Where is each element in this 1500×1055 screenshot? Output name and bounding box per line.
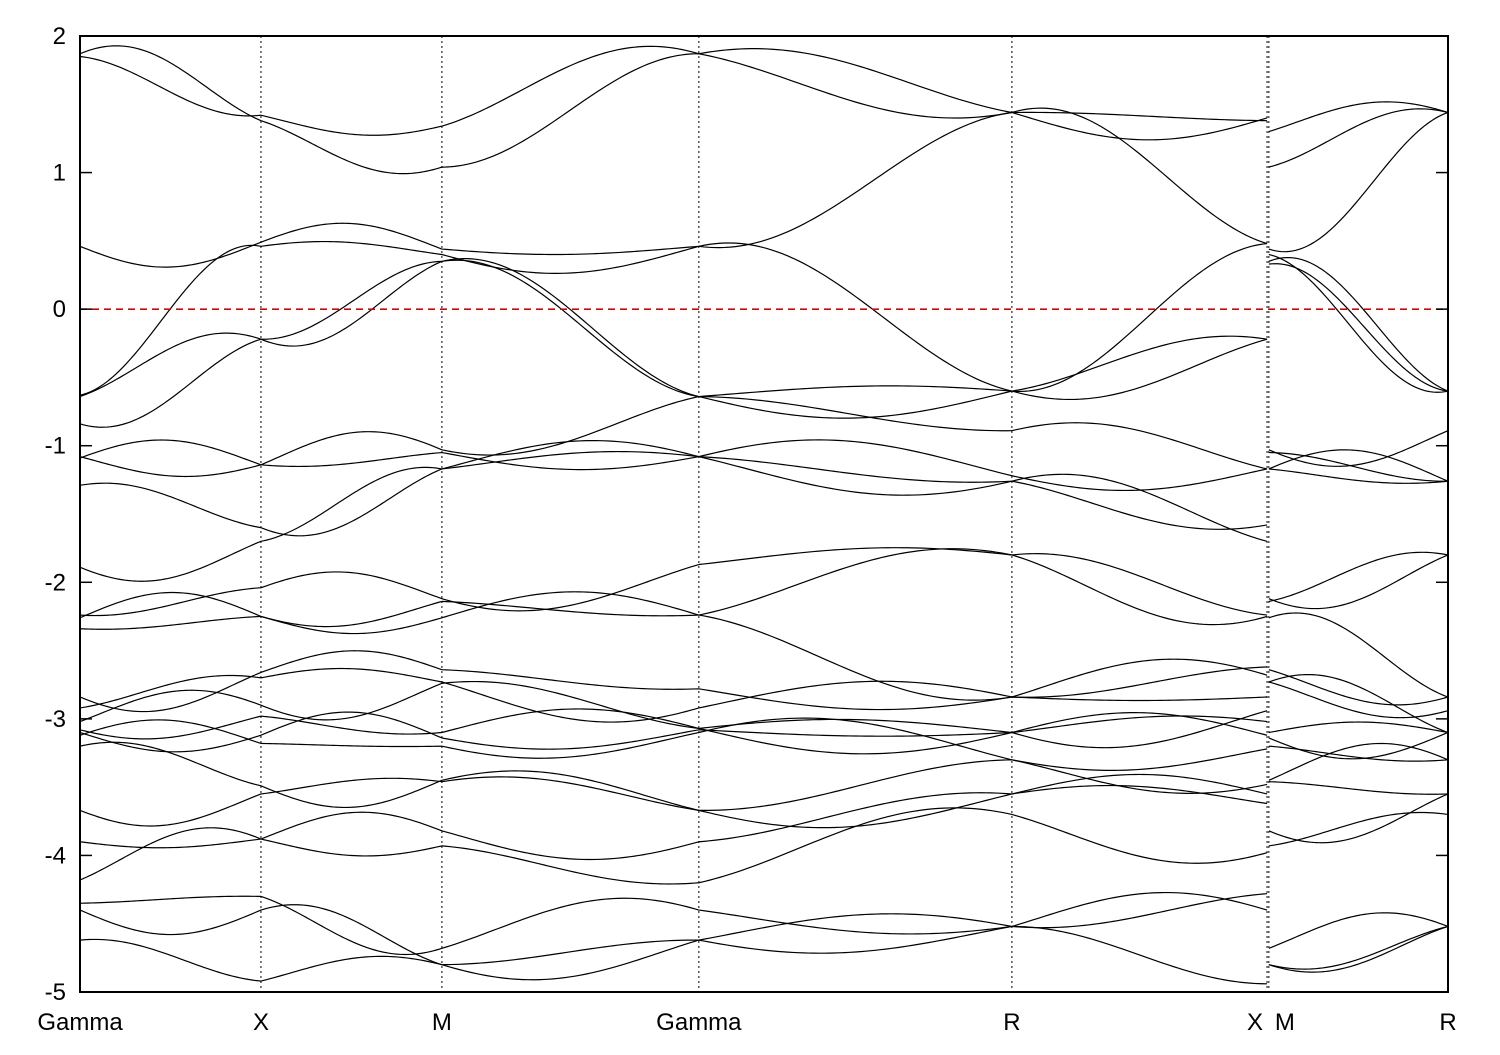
y-tick-label: -2 xyxy=(45,569,66,596)
y-tick-label: 1 xyxy=(53,160,66,187)
x-tick-label-x: X xyxy=(253,1009,269,1036)
y-tick-label: 0 xyxy=(53,296,66,323)
guides-layer xyxy=(80,36,1448,992)
band-line-20 xyxy=(80,741,1448,812)
band-line-9 xyxy=(80,439,1448,537)
band-line-2 xyxy=(80,45,1448,136)
plot-frame xyxy=(79,35,1449,993)
band-line-11 xyxy=(80,547,1448,617)
band-line-13 xyxy=(80,591,1448,701)
band-line-21 xyxy=(80,773,1448,829)
band-line-6 xyxy=(80,258,1448,428)
band-line-8 xyxy=(80,439,1448,492)
band-line-25 xyxy=(80,891,1448,970)
band-line-12 xyxy=(80,548,1448,628)
x-tick-label-m: M xyxy=(432,1009,452,1036)
band-line-4 xyxy=(80,240,1448,396)
band-line-7 xyxy=(80,395,1448,478)
band-line-24 xyxy=(80,893,1448,956)
band-line-14 xyxy=(80,650,1448,713)
y-tick-label: 2 xyxy=(53,23,66,50)
band-line-1 xyxy=(80,45,1448,175)
x-tick-label-m: M xyxy=(1275,1009,1295,1036)
band-line-15 xyxy=(80,667,1448,723)
x-tick-label-x: X xyxy=(1247,1009,1263,1036)
band-line-22 xyxy=(80,784,1448,861)
band-line-19 xyxy=(80,717,1448,771)
x-tick-label-gamma: Gamma xyxy=(656,1009,742,1036)
y-tick-label: -4 xyxy=(45,842,66,869)
y-tick-label: -3 xyxy=(45,706,66,733)
bands-layer xyxy=(80,45,1448,985)
y-tick-label: -1 xyxy=(45,433,66,460)
x-tick-label-r: R xyxy=(1003,1009,1020,1036)
band-line-3 xyxy=(80,107,1448,268)
x-tick-label-gamma: Gamma xyxy=(37,1009,123,1036)
y-tick-label: -5 xyxy=(45,979,66,1006)
band-line-23 xyxy=(80,807,1448,885)
band-line-26 xyxy=(80,913,1448,985)
band-line-17 xyxy=(80,708,1448,755)
band-line-10 xyxy=(80,450,1448,582)
band-line-5 xyxy=(80,256,1448,401)
x-tick-label-r: R xyxy=(1439,1009,1456,1036)
band-line-16 xyxy=(80,673,1448,749)
band-line-18 xyxy=(80,711,1448,760)
